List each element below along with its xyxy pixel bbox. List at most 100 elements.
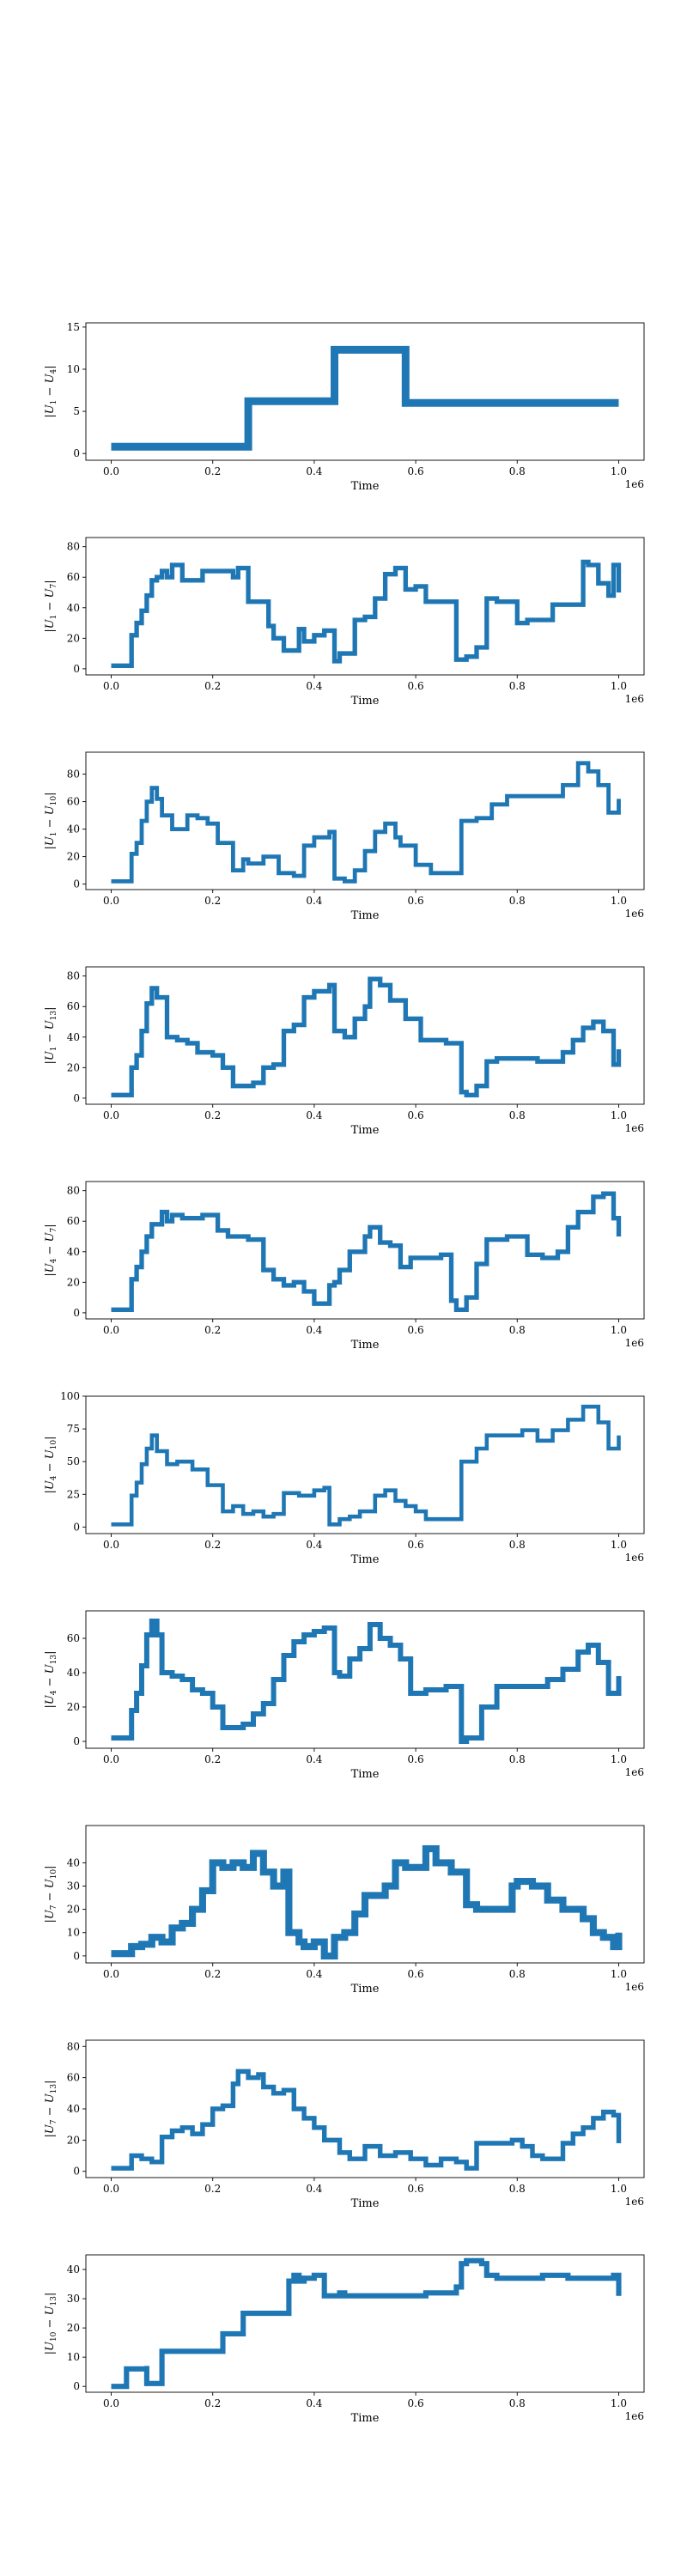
x-tick-label: 0.6	[408, 2397, 424, 2409]
x-offset-label: 1e6	[625, 1552, 644, 1564]
x-tick-label: 0.4	[306, 680, 322, 692]
x-tick-label: 0.2	[204, 2183, 221, 2195]
x-offset-label: 1e6	[625, 1122, 644, 1134]
y-label-text: |U	[44, 1694, 57, 1708]
y-label-subscript: 1	[50, 400, 58, 405]
x-tick-label: 0.8	[509, 1109, 526, 1121]
x-tick-label: 0.8	[509, 465, 526, 477]
y-label-subscript: 4	[50, 368, 58, 374]
series-core-1	[111, 1406, 620, 1525]
y-label-text: − U	[44, 2305, 57, 2331]
x-tick-label: 0.6	[408, 465, 424, 477]
series-line-1	[111, 976, 622, 1097]
y-tick-label: 15	[67, 321, 80, 333]
y-label-text: |	[44, 2080, 57, 2083]
x-tick-label: 0.0	[103, 680, 119, 692]
x-tick-label: 0.6	[408, 680, 424, 692]
y-label-text: |U	[44, 1262, 57, 1276]
x-tick-label: 0.4	[306, 2183, 322, 2195]
series-core-1	[111, 2260, 620, 2387]
y-label-text: |	[44, 1224, 57, 1227]
y-axis-label: |U10 − U13|	[44, 2293, 58, 2355]
y-tick-label: 10	[67, 1927, 80, 1939]
y-label-text: |	[44, 2293, 57, 2296]
y-label-text: |	[44, 1006, 57, 1010]
x-offset-label: 1e6	[625, 693, 644, 705]
y-label-subscript: 10	[50, 2331, 58, 2342]
y-tick-label: 20	[67, 851, 80, 863]
y-label-subscript: 7	[50, 2119, 58, 2124]
y-label-subscript: 1	[50, 615, 58, 620]
x-tick-label: 1.0	[611, 465, 627, 477]
axes-frame	[85, 966, 645, 1105]
y-tick-label: 0	[73, 2166, 80, 2178]
x-tick-label: 0.8	[509, 1539, 526, 1551]
x-tick-label: 0.4	[306, 1324, 322, 1336]
x-tick-label: 0.4	[306, 465, 322, 477]
x-axis-label: Time	[351, 1768, 380, 1781]
x-tick-label: 0.2	[204, 2397, 221, 2409]
axes-frame	[85, 2254, 645, 2393]
x-tick-label: 0.4	[306, 1968, 322, 1980]
y-tick-label: 20	[67, 1904, 80, 1916]
subplot-3: 0.0 0.2 0.4 0.6 0.8 1.0 0 20 40 60 80 1e6 Time |U1 − …	[44, 751, 645, 922]
x-tick-label: 0.4	[306, 1109, 322, 1121]
series-line-1	[111, 345, 619, 451]
y-tick-label: 40	[67, 1667, 80, 1679]
series-core-1	[111, 762, 620, 882]
y-label-subscript: 4	[50, 1690, 58, 1695]
y-label-subscript: 13	[50, 1011, 58, 1021]
x-offset-label: 1e6	[625, 2196, 644, 2208]
subplot-4: 0.0 0.2 0.4 0.6 0.8 1.0 0 20 40 60 80 1e6 Time |U1 − …	[44, 966, 645, 1137]
subplot-2: 0.0 0.2 0.4 0.6 0.8 1.0 0 20 40 60 80 1e6 Time |U1 − …	[44, 537, 645, 708]
x-offset-label: 1e6	[625, 908, 644, 920]
x-tick-label: 0.0	[103, 465, 119, 477]
y-label-text: |U	[44, 835, 57, 849]
y-tick-label: 40	[67, 1031, 80, 1043]
y-tick-label: 50	[67, 1455, 80, 1467]
series-line-1	[111, 1404, 621, 1527]
y-tick-label: 60	[67, 1215, 80, 1227]
y-tick-label: 25	[67, 1488, 80, 1500]
x-axis-label: Time	[351, 695, 380, 708]
x-tick-label: 0.8	[509, 1968, 526, 1980]
y-label-text: |U	[44, 1050, 57, 1064]
x-tick-label: 0.8	[509, 1324, 526, 1336]
x-tick-label: 0.0	[103, 1324, 119, 1336]
y-tick-label: 0	[73, 447, 80, 459]
y-label-text: |	[44, 792, 57, 795]
axes-frame	[85, 751, 645, 890]
series-core-1	[111, 2070, 620, 2169]
x-tick-label: 0.2	[204, 680, 221, 692]
subplot-1: 0.0 0.2 0.4 0.6 0.8 1.0 0 5 10 15 1e6 Time |U1 − U4|	[44, 321, 645, 493]
x-tick-label: 0.4	[306, 1753, 322, 1765]
y-label-text: − U	[44, 2093, 57, 2119]
y-tick-label: 30	[67, 1880, 80, 1893]
y-label-text: |	[44, 1436, 57, 1439]
x-tick-label: 0.0	[103, 2183, 119, 2195]
x-tick-label: 1.0	[611, 2397, 627, 2409]
x-axis-label: Time	[351, 1553, 380, 1566]
y-label-text: |U	[44, 618, 57, 632]
axes-frame	[85, 1825, 645, 1964]
x-tick-label: 0.6	[408, 2183, 424, 2195]
series-line-1	[111, 2257, 622, 2390]
y-label-text: |U	[44, 404, 57, 417]
y-label-text: − U	[44, 1663, 57, 1690]
y-label-text: − U	[44, 805, 57, 831]
y-label-subscript: 10	[50, 1869, 58, 1880]
y-label-subscript: 7	[50, 1227, 58, 1232]
x-tick-label: 0.0	[103, 1968, 119, 1980]
y-tick-label: 75	[67, 1423, 80, 1435]
y-tick-label: 60	[67, 1632, 80, 1644]
x-tick-label: 0.0	[103, 2397, 119, 2409]
y-axis-label: |U1 − U10|	[44, 792, 58, 849]
x-tick-label: 0.4	[306, 895, 322, 907]
x-tick-label: 0.6	[408, 1753, 424, 1765]
x-offset-label: 1e6	[625, 1337, 644, 1349]
x-offset-label: 1e6	[625, 1981, 644, 1993]
y-axis-label: |U1 − U7|	[44, 580, 58, 632]
y-axis-label: |U4 − U10|	[44, 1436, 58, 1493]
y-tick-label: 80	[67, 1185, 80, 1197]
x-tick-label: 1.0	[611, 895, 627, 907]
